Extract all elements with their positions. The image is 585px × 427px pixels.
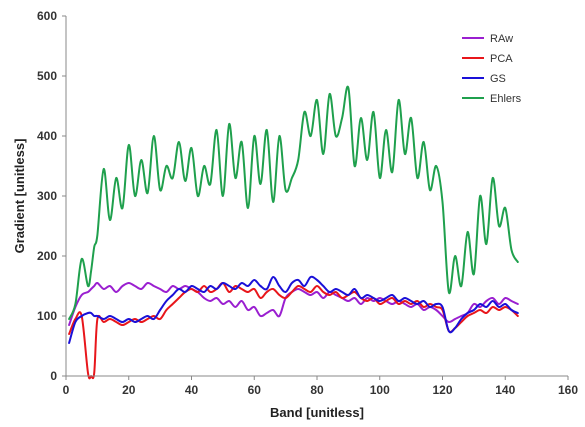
y-tick-label: 100 xyxy=(37,309,57,323)
y-tick-label: 400 xyxy=(37,129,57,143)
legend-label-ehlers: Ehlers xyxy=(490,93,522,105)
series-line-gs xyxy=(68,275,519,344)
axes: 0 100 200 300 400 500 600 0 20 40 60 80 100 120 140 160 xyxy=(37,9,578,397)
x-tick-label: 20 xyxy=(122,383,136,397)
series-line-ehlers xyxy=(68,85,519,320)
y-tick-label: 600 xyxy=(37,9,57,23)
x-axis-title: Band [unitless] xyxy=(270,405,364,420)
legend: RAw PCA GS Ehlers xyxy=(462,33,522,105)
y-axis-title: Gradient [unitless] xyxy=(12,139,27,254)
series-layer xyxy=(68,85,519,380)
y-tick-label: 300 xyxy=(37,189,57,203)
y-tick-label: 200 xyxy=(37,249,57,263)
y-tick-label: 0 xyxy=(50,369,57,383)
x-tick-label: 0 xyxy=(63,383,70,397)
x-tick-label: 100 xyxy=(370,383,390,397)
series-line-pca xyxy=(68,282,519,380)
x-tick-label: 40 xyxy=(185,383,199,397)
x-tick-label: 60 xyxy=(248,383,262,397)
legend-label-pca: PCA xyxy=(490,53,513,65)
legend-label-raw: RAw xyxy=(490,33,513,45)
x-tick-label: 120 xyxy=(432,383,452,397)
y-tick-label: 500 xyxy=(37,69,57,83)
x-tick-label: 80 xyxy=(310,383,324,397)
legend-label-gs: GS xyxy=(490,73,506,85)
x-tick-label: 140 xyxy=(495,383,515,397)
x-tick-label: 160 xyxy=(558,383,578,397)
